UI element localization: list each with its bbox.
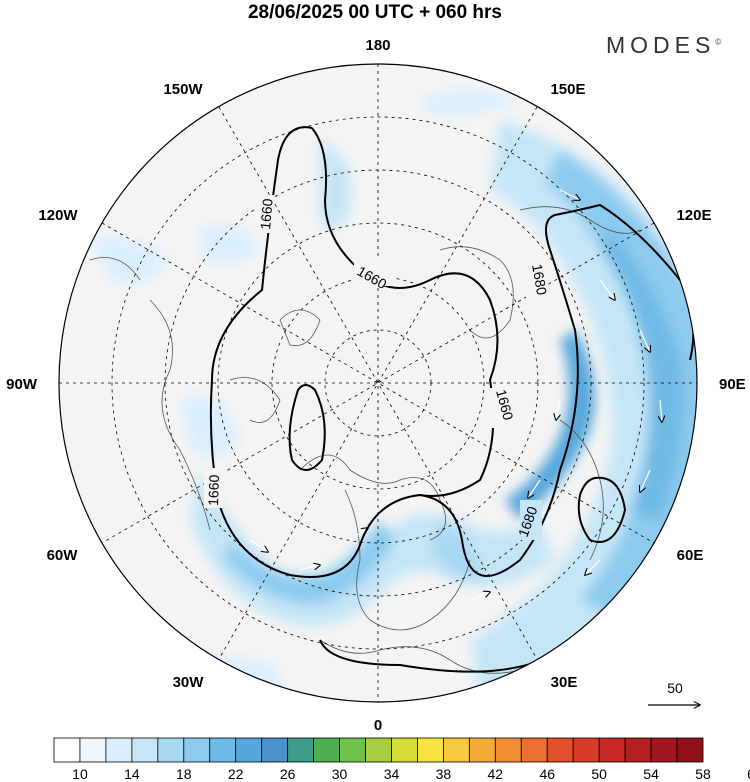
colorbar-tick-label: 58 [695, 766, 711, 782]
contour-label: 1660 [493, 388, 517, 422]
lon-label-30e: 30E [551, 674, 578, 691]
contour-label-group: 1660 1660 1680 1660 1660 1680 [204, 195, 550, 540]
colorbar-swatch [520, 737, 548, 763]
colorbar-swatch [598, 737, 626, 763]
modes-logo: MODES© [606, 32, 721, 59]
lon-label-150w: 150W [163, 81, 203, 98]
colorbar-tick-label: 50 [591, 766, 607, 782]
lon-label-180: 180 [365, 37, 390, 54]
coastlines [89, 206, 641, 674]
lon-label-90w: 90W [6, 376, 38, 393]
colorbar-tick-label: 22 [228, 766, 244, 782]
lon-label-60w: 60W [47, 547, 79, 564]
colorbar-swatch [157, 737, 185, 763]
longitude-labels: 180 150E 120E 90E 60E 30E 0 30W 60W 90W … [6, 37, 746, 734]
colorbar-swatch [468, 737, 496, 763]
colorbar-swatch [183, 737, 211, 763]
lon-label-60e: 60E [677, 547, 704, 564]
colorbar-swatch [313, 737, 340, 763]
colorbar-swatch [442, 737, 470, 763]
colorbar-swatch [494, 737, 522, 763]
lon-label-0: 0 [374, 717, 382, 734]
colorbar-tick-label: 10 [72, 766, 88, 782]
colorbar-swatch [131, 737, 159, 763]
map-title: 28/06/2025 00 UTC + 060 hrs [247, 2, 503, 23]
colorbar-swatch [235, 737, 263, 763]
colorbar-swatch [365, 737, 392, 763]
colorbar-tick-label: 42 [488, 766, 504, 782]
colorbar-swatch [339, 737, 366, 763]
colorbar-tick-label: 46 [539, 766, 555, 782]
colorbar-swatch [391, 737, 418, 763]
colorbar-swatch [209, 737, 237, 763]
lon-label-120e: 120E [676, 207, 711, 224]
colorbar-swatch [650, 737, 678, 763]
logo-mark: © [715, 37, 722, 47]
logo-text: MODES [606, 32, 716, 58]
wind-reference: 50 [648, 680, 700, 705]
colorbar-swatch [546, 737, 574, 763]
colorbar: 10141822263034384246505458626670 [53, 737, 750, 782]
lon-label-120w: 120W [38, 207, 78, 224]
colorbar-tick-label: 26 [280, 766, 296, 782]
contour-label: 1660 [205, 474, 222, 506]
colorbar-tick-label: 38 [436, 766, 452, 782]
colorbar-tick-label: 30 [332, 766, 348, 782]
colorbar-tick-label: 54 [643, 766, 659, 782]
lon-label-150e: 150E [550, 81, 585, 98]
colorbar-swatch [53, 737, 81, 763]
colorbar-swatch [79, 737, 107, 763]
colorbar-swatch [105, 737, 133, 763]
wind-reference-label: 50 [667, 680, 683, 696]
colorbar-swatch [572, 737, 600, 763]
lon-label-30w: 30W [173, 674, 205, 691]
colorbar-tick-label: 34 [384, 766, 400, 782]
colorbar-swatch [624, 737, 652, 763]
colorbar-tick-label: 14 [124, 766, 140, 782]
colorbar-swatch [417, 737, 444, 763]
lon-label-90e: 90E [719, 376, 746, 393]
colorbar-swatch [676, 737, 704, 763]
colorbar-tick-label: 18 [176, 766, 192, 782]
colorbar-swatch [287, 737, 315, 763]
height-contours [209, 126, 695, 673]
colorbar-tick-label: 62 [747, 766, 750, 782]
colorbar-swatch [261, 737, 289, 763]
contour-label: 1680 [529, 263, 550, 297]
map-boundary [58, 63, 698, 703]
contour-label: 1660 [257, 198, 276, 231]
map-disk: 1660 1660 1680 1660 1660 1680 [59, 64, 697, 702]
